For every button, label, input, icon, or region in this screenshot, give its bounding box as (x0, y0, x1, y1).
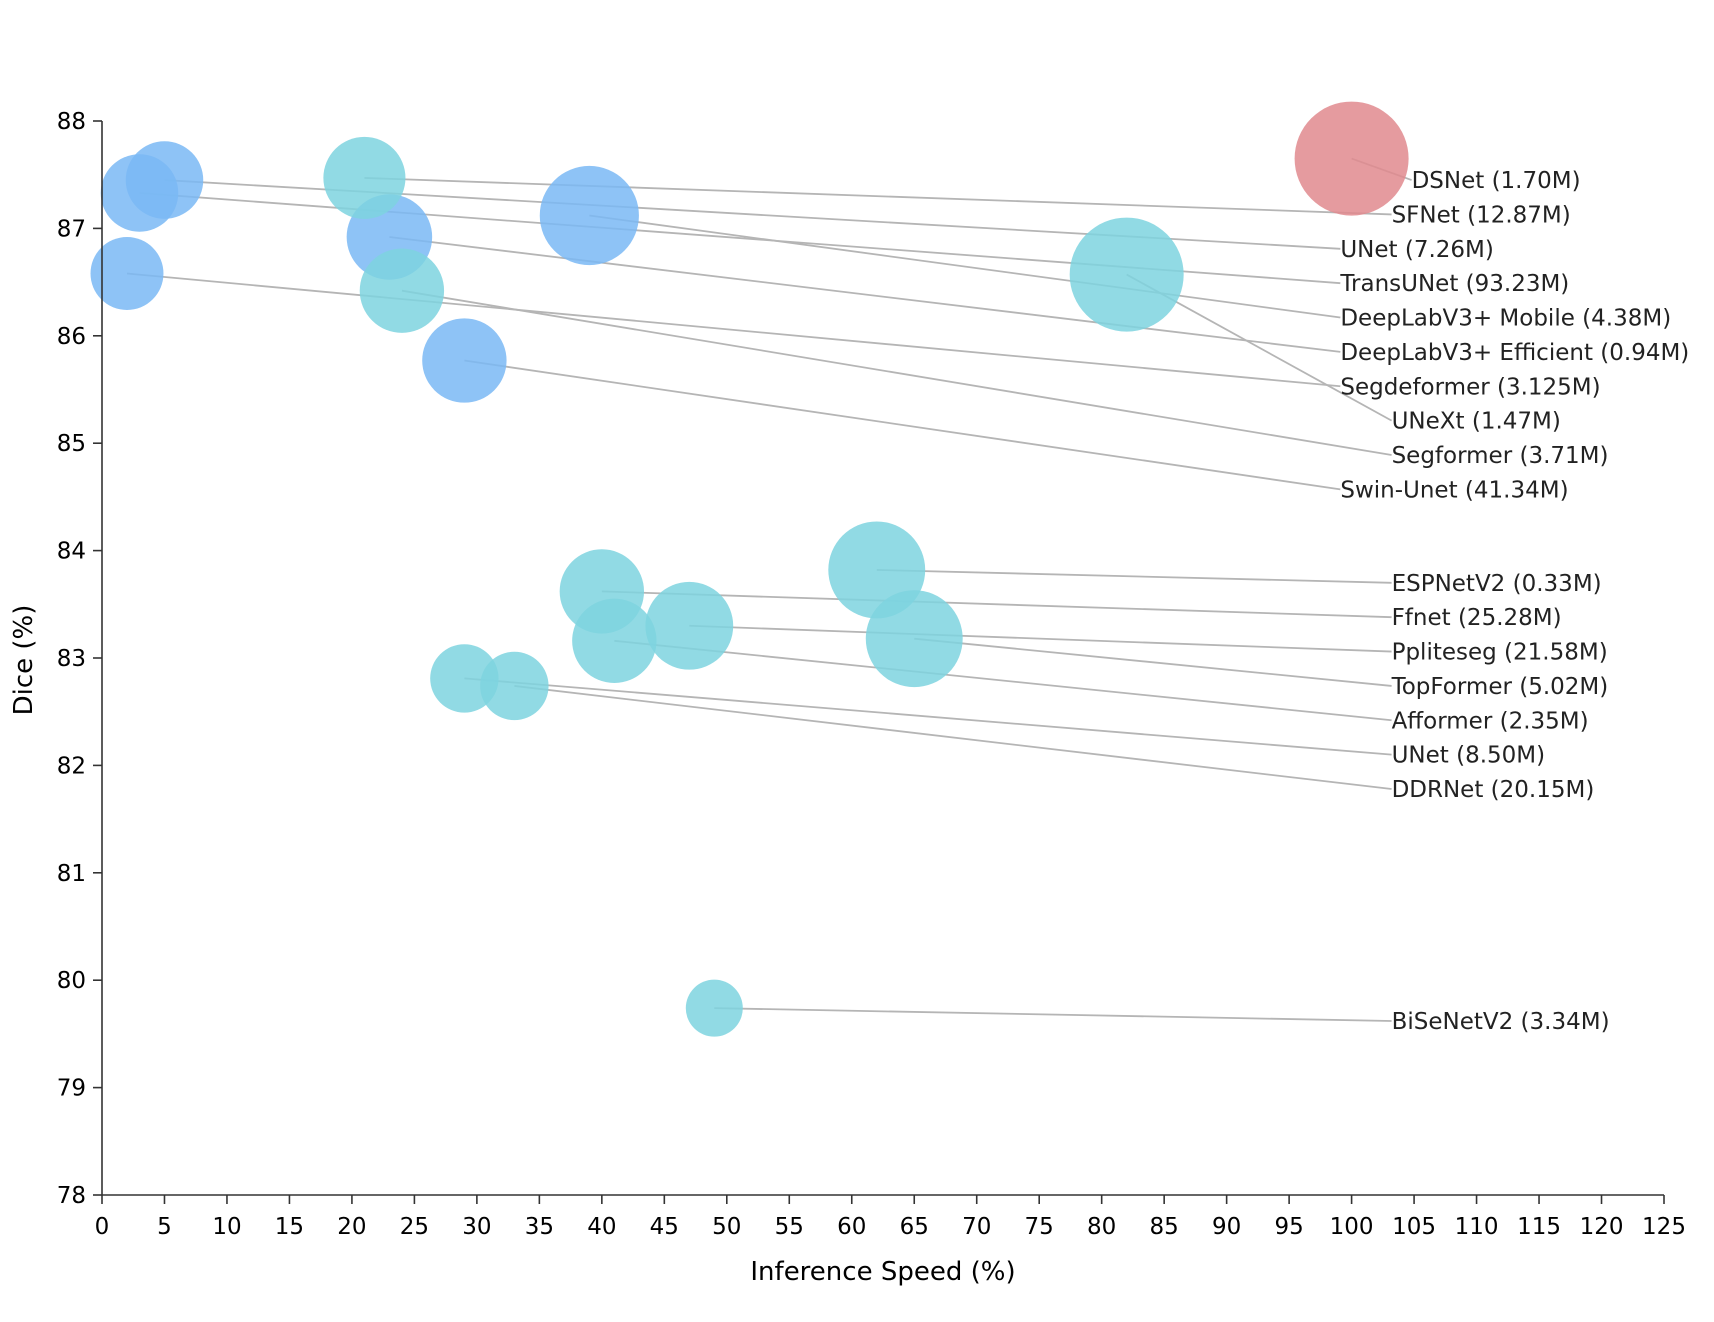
x-tick-label: 125 (1642, 1214, 1686, 1240)
leader-line (914, 637, 1392, 687)
x-tick-label: 30 (462, 1214, 491, 1240)
leader-line (401, 289, 1392, 456)
x-tick-label: 50 (712, 1214, 741, 1240)
x-tick-label: 95 (1274, 1214, 1303, 1240)
x-tick-label: 25 (400, 1214, 429, 1240)
y-tick-label: 87 (57, 216, 86, 242)
leader-line (714, 1007, 1392, 1022)
point-label: Afformer (2.35M) (1392, 708, 1589, 734)
point-label: Ffnet (25.28M) (1392, 605, 1562, 631)
y-axis-title: Dice (%) (9, 605, 39, 716)
bubble (359, 248, 445, 333)
x-tick-label: 35 (525, 1214, 554, 1240)
x-tick-label: 5 (157, 1214, 172, 1240)
y-tick-label: 79 (57, 1076, 86, 1102)
point-label: Segdeformer (3.125M) (1340, 374, 1600, 400)
bubble (480, 651, 549, 721)
leader-lines (126, 157, 1412, 1022)
point-labels: DSNet (1.70M) SFNet (12.87M) UNet (7.26M) T… (1339, 168, 1689, 1035)
point-label: BiSeNetV2 (3.34M) (1392, 1009, 1610, 1035)
bubble (100, 154, 179, 232)
point-label: TransUNet (93.23M) (1339, 271, 1569, 297)
x-tick-label: 55 (775, 1214, 804, 1240)
point-label: UNet (7.26M) (1340, 237, 1494, 263)
y-tick-label: 82 (57, 753, 86, 779)
bubble (865, 590, 963, 688)
y-tick-label: 78 (57, 1183, 86, 1209)
x-tick-label: 85 (1150, 1214, 1179, 1240)
y-tick-label: 86 (57, 324, 86, 350)
bubble (90, 237, 164, 310)
leader-line (364, 177, 1392, 216)
leader-line (601, 590, 1392, 619)
point-label: UNeXt (1.47M) (1392, 409, 1561, 435)
leader-line (876, 569, 1392, 584)
bubble (1294, 101, 1409, 216)
x-tick-label: 0 (95, 1214, 110, 1240)
leader-line (514, 685, 1392, 790)
y-tick-label: 80 (57, 968, 86, 994)
point-label: Swin-Unet (41.34M) (1340, 477, 1568, 503)
x-tick-label: 105 (1392, 1214, 1436, 1240)
x-tick-label: 110 (1455, 1214, 1499, 1240)
leader-line (689, 624, 1392, 653)
bubbles (90, 101, 1409, 1037)
bubble (645, 581, 734, 670)
bubble (685, 979, 743, 1037)
point-label: DSNet (1.70M) (1412, 168, 1581, 194)
x-tick-label: 60 (837, 1214, 866, 1240)
x-tick-label: 15 (275, 1214, 304, 1240)
point-label: DDRNet (20.15M) (1392, 777, 1595, 803)
bubble (539, 165, 639, 266)
y-tick-label: 85 (57, 431, 86, 457)
x-tick-label: 80 (1087, 1214, 1116, 1240)
bubble (323, 136, 406, 219)
bubble (572, 598, 657, 683)
x-tick-label: 100 (1330, 1214, 1374, 1240)
y-tick-label: 83 (57, 646, 86, 672)
x-tick-label: 115 (1517, 1214, 1561, 1240)
point-label: DeepLabV3+ Efficient (0.94M) (1340, 340, 1689, 366)
leader-line (589, 214, 1341, 319)
bubble (430, 644, 499, 713)
bubble (1069, 217, 1184, 332)
x-axis-ticks: 0 5 10 15 20 25 30 35 40 45 50 55 60 65 70 75 80 85 90 95 10… (95, 1195, 1686, 1240)
x-tick-label: 20 (337, 1214, 366, 1240)
point-label: TopFormer (5.02M) (1391, 674, 1609, 700)
leader-line (389, 236, 1341, 353)
x-tick-label: 70 (962, 1214, 991, 1240)
point-label: Ppliteseg (21.58M) (1392, 640, 1608, 666)
x-tick-label: 90 (1212, 1214, 1241, 1240)
x-tick-label: 10 (212, 1214, 241, 1240)
point-label: DeepLabV3+ Mobile (4.38M) (1340, 306, 1671, 332)
y-tick-label: 84 (57, 539, 86, 565)
leader-line (126, 272, 1341, 388)
x-tick-label: 40 (587, 1214, 616, 1240)
leader-line (614, 639, 1392, 722)
axes: 0 5 10 15 20 25 30 35 40 45 50 55 60 65 70 75 80 85 90 95 10… (57, 109, 1686, 1240)
x-axis-title: Inference Speed (%) (750, 1257, 1015, 1287)
y-axis-ticks: 78 79 80 81 82 83 84 85 86 87 88 (57, 109, 102, 1209)
point-label: UNet (8.50M) (1392, 743, 1546, 769)
point-label: ESPNetV2 (0.33M) (1392, 571, 1602, 597)
x-tick-label: 45 (650, 1214, 679, 1240)
x-tick-label: 65 (900, 1214, 929, 1240)
y-tick-label: 88 (57, 109, 86, 135)
leader-line (464, 359, 1341, 491)
x-tick-label: 120 (1580, 1214, 1624, 1240)
x-tick-label: 75 (1025, 1214, 1054, 1240)
point-label: SFNet (12.87M) (1392, 202, 1571, 228)
bubble (422, 318, 507, 403)
leader-line (464, 677, 1392, 756)
point-label: Segformer (3.71M) (1392, 443, 1609, 469)
y-tick-label: 81 (57, 861, 86, 887)
